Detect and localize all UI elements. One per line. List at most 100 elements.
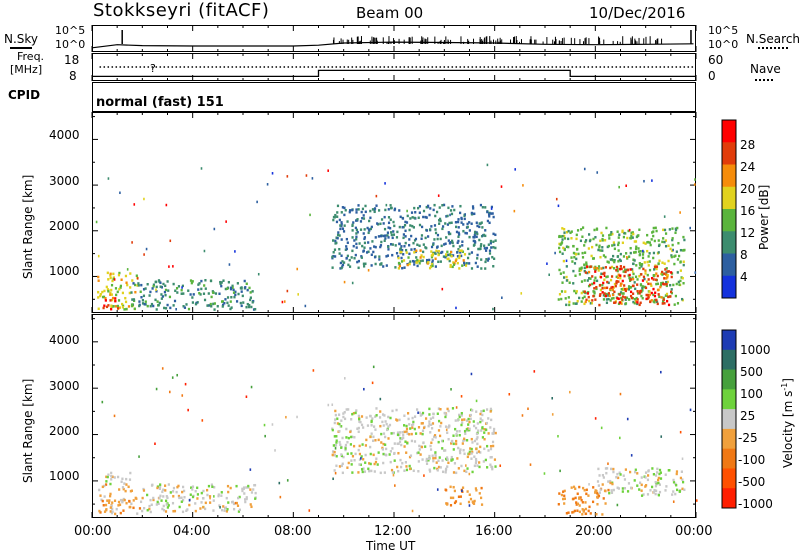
power-echo-cell	[484, 229, 487, 232]
velocity-echo-cell	[578, 504, 581, 507]
power-echo-cell	[586, 292, 590, 295]
power-echo-cell	[252, 308, 256, 311]
power-echo-cell	[357, 259, 361, 263]
power-echo-cell	[448, 259, 451, 263]
power-echo-cell	[612, 286, 615, 289]
velocity-echo-cell	[123, 498, 126, 502]
velocity-echo-cell	[636, 484, 639, 487]
power-echo-cell	[574, 291, 578, 295]
velocity-echo-cell	[434, 452, 437, 456]
power-echo-cell	[641, 256, 645, 260]
power-echo-cell	[677, 280, 680, 284]
velocity-echo-cell	[465, 419, 469, 422]
power-echo-cell	[573, 289, 576, 293]
velocity-colorbar-segment	[722, 330, 736, 351]
velocity-echo-cell	[377, 438, 380, 442]
power-echo-cell	[673, 255, 676, 258]
power-echo-cell	[414, 237, 418, 241]
power-echo-cell	[166, 280, 169, 283]
power-echo-cell	[573, 255, 576, 259]
power-echo-cell	[673, 262, 676, 266]
power-echo-cell	[665, 282, 668, 286]
power-echo-cell	[383, 215, 386, 219]
velocity-echo-cell	[456, 457, 459, 460]
velocity-echo-cell	[374, 428, 377, 431]
power-echo-cell	[380, 218, 384, 221]
velocity-echo-cell	[227, 501, 230, 504]
power-echo-cell	[599, 293, 602, 296]
power-echo-cell	[644, 286, 648, 290]
power-echo-cell	[143, 253, 145, 256]
velocity-echo-cell	[427, 457, 431, 461]
power-echo-cell	[617, 260, 620, 263]
velocity-echo-cell	[634, 470, 637, 474]
power-echo-cell	[134, 290, 137, 294]
power-echo-cell	[462, 229, 465, 233]
power-echo-cell	[457, 226, 460, 229]
power-echo-cell	[202, 292, 206, 295]
velocity-echo-cell	[308, 509, 311, 512]
power-echo-cell	[634, 275, 638, 279]
power-echo-cell	[653, 298, 656, 302]
velocity-echo-cell	[398, 440, 402, 443]
power-echo-cell	[596, 171, 599, 174]
velocity-echo-cell	[450, 388, 452, 391]
power-echo-cell	[593, 266, 596, 270]
power-echo-cell	[114, 299, 117, 303]
power-echo-cell	[222, 279, 225, 282]
velocity-echo-cell	[338, 440, 341, 444]
power-ytick-1000: 1000	[49, 264, 80, 278]
power-echo-cell	[386, 254, 390, 257]
velocity-echo-cell	[448, 424, 451, 427]
power-echo-cell	[397, 261, 401, 265]
velocity-echo-cell	[655, 489, 658, 493]
power-echo-cell	[424, 236, 427, 240]
power-echo-cell	[359, 228, 363, 231]
velocity-echo-cell	[224, 506, 228, 509]
nave-label: Nave	[750, 62, 781, 76]
velocity-echo-cell	[162, 495, 165, 498]
power-echo-cell	[130, 303, 134, 306]
velocity-echo-cell	[103, 495, 106, 498]
power-echo-cell	[399, 248, 402, 251]
power-echo-cell	[558, 235, 561, 239]
power-echo-cell	[165, 203, 168, 207]
velocity-echo-cell	[461, 418, 464, 422]
velocity-echo-cell	[485, 444, 489, 448]
velocity-cbar-tick-minus25: -25	[738, 431, 758, 445]
power-echo-cell	[579, 268, 583, 272]
power-echo-cell	[231, 284, 234, 288]
power-echo-cell	[484, 234, 487, 238]
power-echo-cell	[620, 282, 623, 286]
power-echo-cell	[658, 259, 661, 263]
velocity-echo-cell	[217, 493, 220, 496]
velocity-echo-cell	[491, 440, 495, 444]
power-echo-cell	[224, 298, 227, 301]
power-echo-cell	[460, 249, 463, 252]
velocity-echo-cell	[672, 500, 675, 503]
power-echo-cell	[580, 291, 583, 295]
power-echo-cell	[644, 269, 647, 272]
power-echo-cell	[422, 255, 425, 259]
power-echo-cell	[174, 289, 177, 293]
velocity-echo-cell	[654, 480, 657, 484]
power-echo-cell	[649, 282, 652, 286]
power-echo-cell	[397, 267, 400, 270]
power-echo-cell	[369, 247, 372, 250]
power-echo-cell	[224, 287, 227, 291]
power-echo-cell	[475, 235, 478, 239]
power-echo-cell	[409, 217, 412, 220]
velocity-echo-cell	[432, 412, 435, 416]
velocity-echo-cell	[413, 440, 417, 443]
velocity-echo-cell	[410, 439, 414, 443]
power-echo-cell	[200, 167, 203, 170]
power-echo-cell	[605, 286, 609, 290]
velocity-echo-cell	[454, 500, 458, 503]
velocity-echo-cell	[619, 436, 621, 440]
power-echo-cell	[109, 299, 112, 302]
velocity-echo-cell	[386, 428, 389, 432]
velocity-echo-cell	[447, 437, 450, 441]
power-echo-cell	[476, 265, 479, 268]
power-echo-cell	[484, 260, 487, 264]
power-echo-cell	[492, 246, 495, 249]
